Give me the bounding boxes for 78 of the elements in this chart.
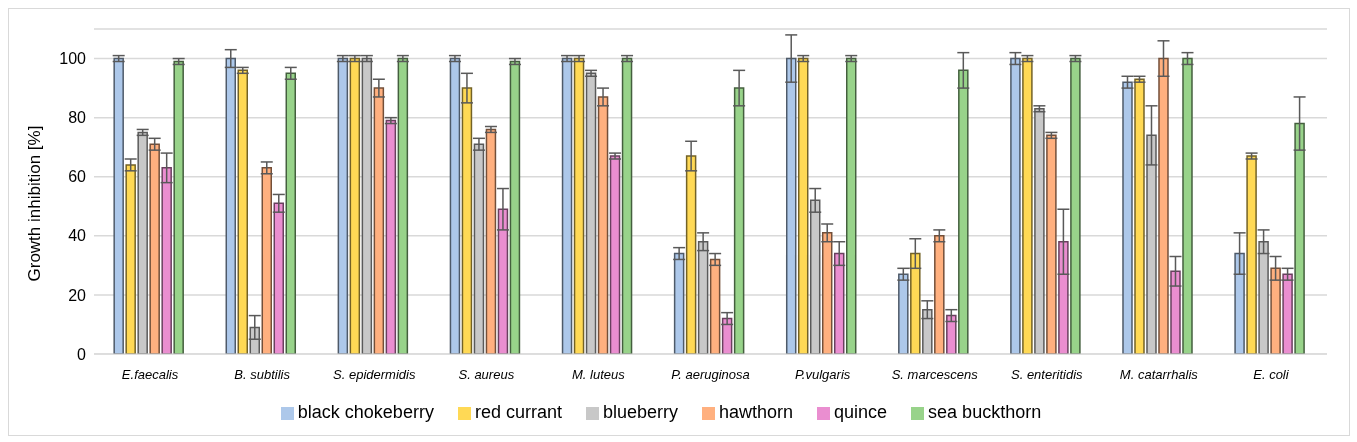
x-tick-label: B. subtilis: [234, 367, 291, 383]
bar: [1070, 57, 1081, 354]
bar: [237, 69, 249, 354]
bar: [1294, 122, 1305, 354]
bar: [497, 208, 509, 354]
y-tick-label: 40: [68, 227, 87, 245]
bar: [461, 87, 473, 354]
bar: [1158, 57, 1169, 354]
x-tick-label: S. marcescens: [891, 367, 979, 383]
bar: [385, 119, 397, 354]
x-tick-label: P. aeruginosa: [671, 367, 750, 383]
y-tick-label: 100: [59, 50, 87, 68]
bar: [597, 96, 609, 354]
legend-label: black chokeberry: [297, 402, 434, 422]
bar: [449, 57, 461, 354]
bar: [1246, 155, 1257, 354]
bar: [946, 314, 957, 354]
bar: [733, 87, 745, 354]
y-tick-label: 80: [68, 109, 87, 127]
bar: [1134, 78, 1145, 354]
bar: [1010, 57, 1021, 354]
bar: [1270, 267, 1281, 354]
bar: [373, 87, 385, 354]
bar: [149, 143, 160, 354]
bar: [797, 57, 809, 354]
bar: [821, 232, 833, 354]
bar: [125, 164, 136, 354]
bar: [833, 252, 845, 354]
x-tick-label: P.vulgaris: [794, 367, 851, 383]
bar: [685, 155, 697, 354]
bar: [1170, 270, 1181, 354]
bar: [337, 57, 349, 354]
bar: [709, 258, 721, 354]
legend-label: red currant: [474, 402, 562, 422]
x-tick-label: E.faecalis: [121, 367, 179, 383]
bar: [509, 60, 521, 354]
y-tick-label: 0: [77, 345, 87, 363]
bar: [1282, 273, 1293, 354]
legend-label: quince: [834, 402, 888, 422]
bar: [285, 72, 297, 354]
bar: [845, 57, 857, 354]
bar: [225, 57, 237, 354]
bar: [161, 167, 172, 354]
x-tick-label: S. epidermidis: [333, 367, 416, 383]
bar: [573, 57, 585, 354]
bar: [673, 252, 685, 354]
legend-label: blueberry: [602, 402, 678, 422]
bar: [1046, 134, 1057, 354]
bar: [273, 202, 285, 354]
bar: [621, 57, 633, 354]
legend-label: sea buckthorn: [928, 402, 1042, 422]
bar: [261, 167, 273, 354]
y-tick-label: 20: [68, 286, 87, 304]
bar: [785, 57, 797, 354]
bar: [910, 252, 921, 354]
legend-label: hawthorn: [718, 402, 794, 422]
x-tick-label: S. aureus: [458, 367, 515, 383]
x-tick-label: S. enteritidis: [1011, 367, 1084, 383]
bar: [958, 69, 969, 354]
bar: [1122, 81, 1133, 354]
bar: [609, 155, 621, 354]
x-tick-label: M. catarrhalis: [1119, 367, 1199, 383]
bar: [898, 273, 909, 354]
bar: [934, 235, 945, 354]
bar: [561, 57, 573, 354]
bar: [485, 128, 497, 354]
bar: [397, 57, 409, 354]
bar: [113, 57, 124, 354]
bar: [1234, 252, 1245, 354]
bar: [1182, 57, 1193, 354]
x-tick-label: M. luteus: [572, 367, 626, 383]
y-tick-label: 60: [68, 168, 87, 186]
x-tick-label: E. coli: [1253, 367, 1290, 383]
bar: [173, 60, 184, 354]
y-axis-title: Growth inhibition [%]: [25, 125, 45, 282]
bar: [1022, 57, 1033, 354]
bar: [1058, 240, 1069, 354]
bar: [349, 57, 361, 354]
